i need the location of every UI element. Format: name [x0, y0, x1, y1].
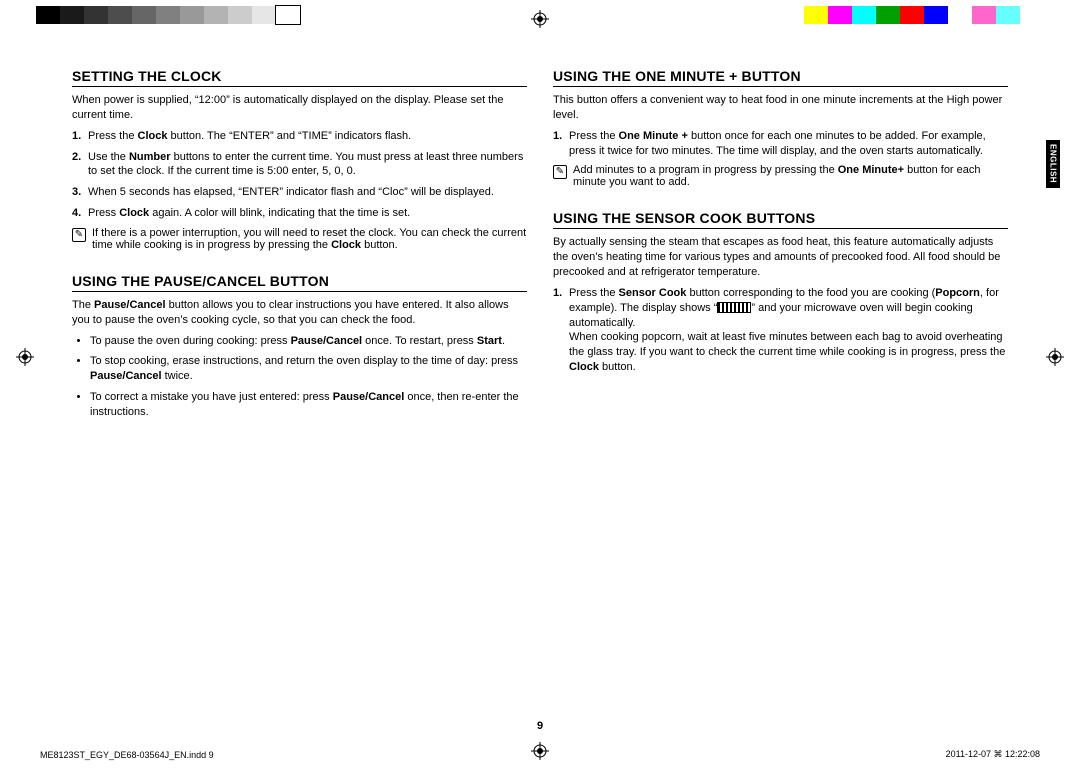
list-item: 3.When 5 seconds has elapsed, “ENTER” in…: [72, 185, 527, 200]
language-tab: ENGLISH: [1046, 140, 1060, 188]
registration-mark-right: [1046, 348, 1064, 366]
page-number: 9: [537, 720, 543, 732]
footer-filename: ME8123ST_EGY_DE68-03564J_EN.indd 9: [40, 750, 214, 760]
column-right: USING THE ONE MINUTE + BUTTON This butto…: [553, 56, 1008, 722]
page-content: SETTING THE CLOCK When power is supplied…: [72, 56, 1008, 722]
column-left: SETTING THE CLOCK When power is supplied…: [72, 56, 527, 722]
note-icon: ✎: [72, 228, 86, 242]
note-text: If there is a power interruption, you wi…: [92, 227, 527, 251]
list-item: To stop cooking, erase instructions, and…: [90, 354, 527, 384]
list-item: 2.Use the Number buttons to enter the cu…: [72, 150, 527, 180]
list-item: 1.Press the One Minute + button once for…: [553, 129, 1008, 159]
calibration-bar-left: [36, 6, 300, 24]
note: ✎ If there is a power interruption, you …: [72, 227, 527, 251]
list-item: 4.Press Clock again. A color will blink,…: [72, 206, 527, 221]
heading-setting-clock: SETTING THE CLOCK: [72, 68, 527, 84]
footer-timestamp: 2011-12-07 ⌘ 12:22:08: [946, 749, 1040, 760]
list-item: To correct a mistake you have just enter…: [90, 390, 527, 420]
registration-mark-top: [531, 10, 549, 28]
list-item: 1.Press the Sensor Cook button correspon…: [553, 286, 1008, 375]
heading-pause-cancel: USING THE PAUSE/CANCEL BUTTON: [72, 273, 527, 289]
setting-clock-steps: 1.Press the Clock button. The “ENTER” an…: [72, 129, 527, 221]
registration-mark-bottom: [531, 742, 549, 760]
note: ✎ Add minutes to a program in progress b…: [553, 164, 1008, 188]
note-text: Add minutes to a program in progress by …: [573, 164, 1008, 188]
para: The Pause/Cancel button allows you to cl…: [72, 298, 527, 328]
sensor-cook-steps: 1.Press the Sensor Cook button correspon…: [553, 286, 1008, 375]
pause-cancel-bullets: To pause the oven during cooking: press …: [72, 334, 527, 420]
para: When power is supplied, “12:00” is autom…: [72, 93, 527, 123]
list-item: 1.Press the Clock button. The “ENTER” an…: [72, 129, 527, 144]
calibration-bar-right: [804, 6, 1044, 24]
para: By actually sensing the steam that escap…: [553, 235, 1008, 280]
list-item: To pause the oven during cooking: press …: [90, 334, 527, 349]
one-minute-steps: 1.Press the One Minute + button once for…: [553, 129, 1008, 159]
heading-sensor-cook: USING THE SENSOR COOK BUTTONS: [553, 210, 1008, 226]
para: This button offers a convenient way to h…: [553, 93, 1008, 123]
heading-one-minute: USING THE ONE MINUTE + BUTTON: [553, 68, 1008, 84]
registration-mark-left: [16, 348, 34, 366]
note-icon: ✎: [553, 165, 567, 179]
